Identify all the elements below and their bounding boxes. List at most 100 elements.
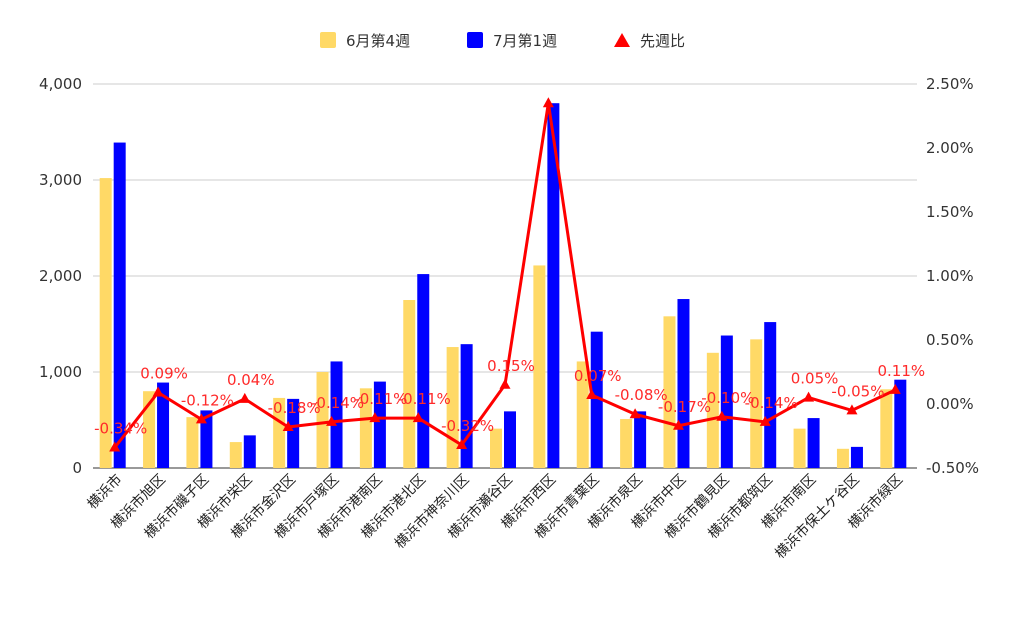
bar-july-week1	[894, 379, 907, 468]
ratio-marker	[326, 415, 338, 426]
ratio-marker	[195, 413, 207, 424]
bar-june-week4	[750, 339, 763, 468]
right-tick-label: 0.00%	[926, 395, 974, 413]
ratio-marker	[803, 391, 815, 402]
right-axis-ticks: -0.50% 0.00% 0.50% 1.00% 1.50% 2.00% 2.50%	[926, 75, 979, 477]
ratio-marker	[109, 441, 121, 452]
ratio-data-label: -0.14%	[745, 394, 798, 412]
ratio-marker	[152, 386, 164, 397]
category-label: 横浜市	[84, 471, 126, 513]
right-tick-label: 1.00%	[926, 267, 974, 285]
ratio-marker	[412, 412, 424, 423]
ratio-line-layer	[109, 97, 901, 452]
ratio-data-label: 0.15%	[487, 357, 535, 375]
category-labels: 横浜市横浜市旭区横浜市磯子区横浜市栄区横浜市金沢区横浜市戸塚区横浜市港南区横浜市…	[84, 471, 906, 562]
data-labels-layer: -0.34%0.09%-0.12%0.04%-0.18%-0.14%-0.11%…	[94, 357, 925, 438]
bar-july-week1	[287, 398, 300, 468]
bar-july-week1	[330, 361, 343, 468]
ratio-data-label: -0.34%	[94, 420, 147, 438]
ratio-marker	[369, 412, 381, 423]
bar-june-week4	[533, 265, 546, 468]
ratio-marker	[239, 392, 251, 403]
legend-swatch	[320, 32, 336, 48]
bar-july-week1	[764, 322, 777, 468]
ratio-marker	[672, 419, 684, 430]
category-label: 横浜市神奈川区	[391, 471, 472, 552]
right-tick-label: 2.00%	[926, 139, 974, 157]
right-tick-label: 2.50%	[926, 75, 974, 93]
bar-july-week1	[113, 142, 126, 468]
ratio-marker	[629, 408, 641, 419]
bar-july-week1	[373, 381, 386, 468]
bar-june-week4	[186, 417, 199, 468]
left-tick-label: 0	[72, 459, 82, 477]
bar-july-week1	[547, 103, 560, 468]
bar-june-week4	[793, 428, 806, 468]
bar-july-week1	[807, 418, 820, 468]
bar-july-week1	[460, 344, 473, 468]
bar-july-week1	[243, 435, 256, 468]
ratio-data-label: 0.11%	[877, 362, 925, 380]
ratio-data-label: -0.10%	[701, 389, 754, 407]
right-tick-label: -0.50%	[926, 459, 979, 477]
bar-july-week1	[157, 382, 170, 468]
ratio-marker	[542, 97, 554, 108]
ratio-data-label: -0.14%	[311, 394, 364, 412]
ratio-data-label: -0.08%	[615, 386, 668, 404]
ratio-marker	[499, 378, 511, 389]
bar-june-week4	[273, 397, 286, 468]
ratio-data-label: 0.09%	[140, 364, 188, 382]
bar-june-week4	[620, 419, 633, 468]
ratio-data-label: -0.12%	[181, 391, 234, 409]
legend-swatch	[467, 32, 483, 48]
ratio-data-label: 0.05%	[791, 370, 839, 388]
ratio-marker	[282, 421, 294, 432]
ratio-data-label: -0.11%	[354, 390, 407, 408]
bar-june-week4	[316, 372, 329, 468]
right-tick-label: 1.50%	[926, 203, 974, 221]
legend-label: 6月第4週	[346, 32, 410, 50]
bar-june-week4	[706, 352, 719, 468]
bar-july-week1	[720, 335, 733, 468]
legend-label: 先週比	[640, 32, 685, 50]
ratio-data-label: 0.07%	[574, 367, 622, 385]
ratio-data-label: -0.18%	[268, 399, 321, 417]
left-tick-label: 3,000	[39, 171, 82, 189]
bar-june-week4	[880, 389, 893, 468]
bar-july-week1	[850, 446, 863, 468]
ratio-marker	[586, 389, 598, 400]
ratio-data-label: -0.17%	[658, 398, 711, 416]
bar-july-week1	[590, 331, 603, 468]
ratio-data-label: -0.11%	[398, 390, 451, 408]
bars-layer	[99, 103, 907, 468]
bar-june-week4	[229, 442, 242, 468]
left-tick-label: 2,000	[39, 267, 82, 285]
legend-label: 7月第1週	[493, 32, 557, 50]
ratio-data-label: -0.05%	[831, 382, 884, 400]
bar-july-week1	[677, 299, 690, 468]
gridlines	[93, 83, 917, 469]
left-axis-ticks: 0 1,000 2,000 3,000 4,000	[39, 75, 82, 477]
bar-july-week1	[634, 411, 647, 468]
bar-june-week4	[490, 428, 502, 468]
bar-june-week4	[836, 448, 849, 468]
ratio-marker	[889, 383, 901, 394]
ratio-marker	[759, 415, 771, 426]
bar-july-week1	[200, 410, 213, 468]
bar-june-week4	[576, 361, 589, 468]
right-tick-label: 0.50%	[926, 331, 974, 349]
bar-july-week1	[504, 411, 516, 468]
ratio-marker	[716, 410, 728, 421]
legend: 6月第4週 7月第1週 先週比	[320, 32, 685, 50]
bar-june-week4	[143, 391, 156, 468]
ratio-marker	[846, 404, 858, 415]
legend-swatch	[614, 33, 630, 47]
bar-june-week4	[359, 388, 372, 468]
left-tick-label: 1,000	[39, 363, 82, 381]
bar-june-week4	[99, 178, 112, 468]
bar-june-week4	[663, 316, 676, 468]
bar-july-week1	[417, 274, 430, 468]
ratio-marker	[456, 438, 468, 449]
left-tick-label: 4,000	[39, 75, 82, 93]
